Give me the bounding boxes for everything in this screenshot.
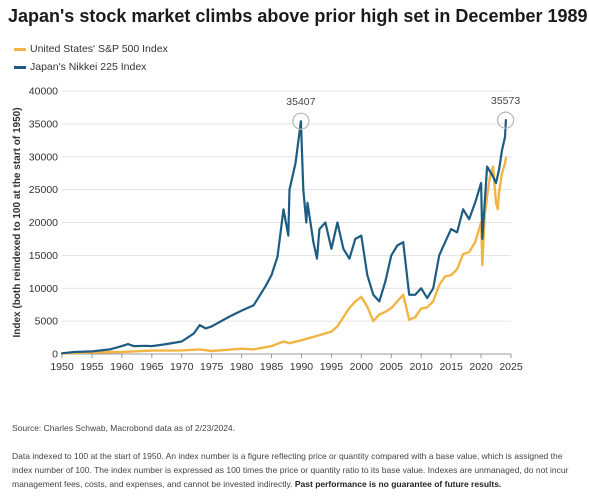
peak-value-label: 35407 — [286, 96, 315, 108]
y-tick-label: 30000 — [29, 151, 58, 163]
x-tick-label: 2000 — [350, 361, 374, 373]
legend-swatch-nikkei — [14, 65, 26, 69]
x-tick-label: 1990 — [290, 361, 314, 373]
x-tick-label: 2015 — [439, 361, 463, 373]
x-tick-label: 1950 — [50, 361, 74, 373]
nikkei-line — [60, 118, 507, 355]
legend-label-sp500: United States' S&P 500 Index — [30, 43, 168, 55]
peak-value-label: 35573 — [491, 95, 520, 107]
chart-legend: United States' S&P 500 Index Japan's Nik… — [14, 40, 168, 76]
y-axis-label: Index (both reindexed to 100 at the star… — [12, 107, 23, 337]
peak-annotations: 35407 35573 — [286, 95, 520, 130]
x-tick-label: 1970 — [170, 361, 194, 373]
disclaimer-bold: Past performance is no guarantee of futu… — [294, 479, 502, 489]
x-tick-label: 2010 — [410, 361, 434, 373]
gridlines — [62, 90, 511, 322]
legend-label-nikkei: Japan's Nikkei 225 Index — [30, 61, 147, 73]
x-tick-label: 1985 — [260, 361, 284, 373]
x-tick-label: 1995 — [320, 361, 344, 373]
peak-marker-circle — [292, 112, 310, 130]
disclaimer-text: Data indexed to 100 at the start of 1950… — [12, 451, 569, 489]
y-tick-label: 20000 — [29, 217, 58, 229]
y-tick-label: 40000 — [29, 86, 58, 98]
chart-title: Japan's stock market climbs above prior … — [8, 6, 588, 26]
legend-item-sp500: United States' S&P 500 Index — [14, 40, 168, 58]
peak-marker-circle — [497, 111, 515, 129]
x-tick-label: 1980 — [230, 361, 254, 373]
sp500-line — [60, 156, 508, 355]
legend-item-nikkei: Japan's Nikkei 225 Index — [14, 58, 168, 76]
x-tick-label: 1955 — [80, 361, 104, 373]
y-tick-label: 5000 — [35, 316, 59, 328]
disclaimer-notes: Data indexed to 100 at the start of 1950… — [12, 449, 577, 491]
x-tick-label: 2020 — [469, 361, 493, 373]
line-chart: 0 5000 10000 15000 20000 25000 30000 35000 40000… — [12, 86, 523, 374]
x-tick-label: 1975 — [200, 361, 224, 373]
series-lines — [60, 118, 508, 355]
x-tick-label: 2025 — [499, 361, 523, 373]
y-tick-label: 0 — [52, 349, 58, 361]
y-tick-label: 35000 — [29, 118, 58, 130]
legend-swatch-sp500 — [14, 47, 26, 51]
y-tick-label: 25000 — [29, 184, 58, 196]
axes: 0 5000 10000 15000 20000 25000 30000 35000 40000… — [12, 86, 523, 374]
y-tick-label: 10000 — [29, 283, 58, 295]
y-tick-label: 15000 — [29, 250, 58, 262]
source-note: Source: Charles Schwab, Macrobond data a… — [12, 423, 236, 433]
x-tick-label: 1960 — [110, 361, 134, 373]
x-tick-label: 1965 — [140, 361, 164, 373]
x-tick-label: 2005 — [380, 361, 404, 373]
